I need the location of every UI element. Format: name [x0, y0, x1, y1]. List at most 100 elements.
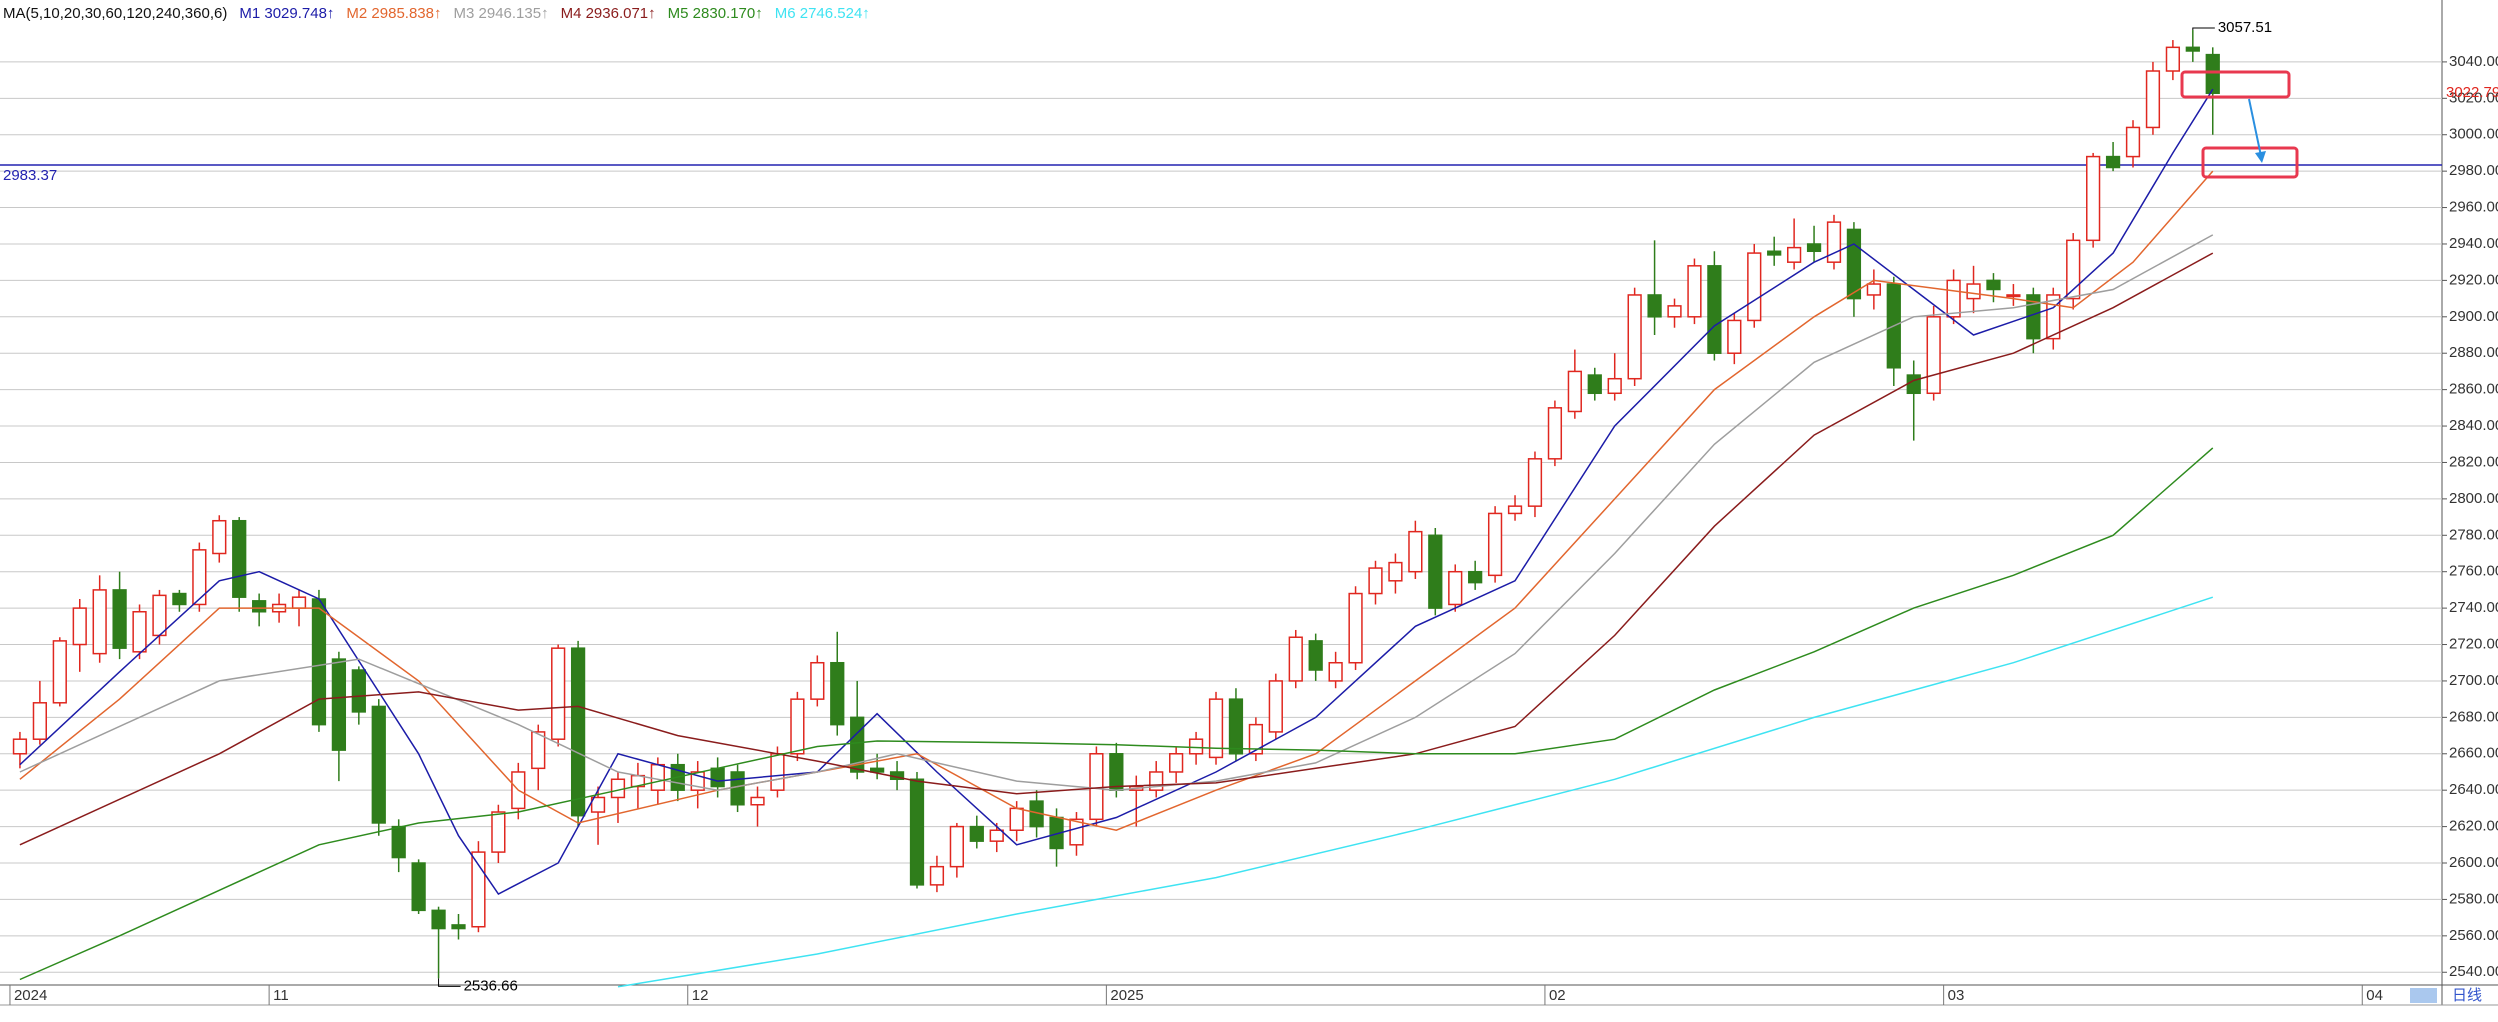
- candle-body: [1228, 698, 1244, 755]
- candle-body: [1966, 283, 1981, 300]
- candle-body: [969, 825, 984, 842]
- ma-line: [19, 234, 2214, 791]
- y-tick-label: 2660.00: [2449, 745, 2498, 762]
- candle-body: [790, 698, 805, 755]
- candle-body: [1408, 530, 1423, 573]
- candle-body: [1786, 246, 1802, 263]
- candle-body: [1288, 636, 1303, 682]
- candle-body: [1986, 279, 2001, 291]
- candle-body: [610, 778, 626, 799]
- arrow: [2248, 98, 2262, 157]
- candle-body: [650, 763, 665, 791]
- candle-body: [1448, 570, 1463, 606]
- price-line-label: 2983.37: [3, 167, 57, 184]
- y-tick-label: 2580.00: [2449, 890, 2498, 907]
- candle-body: [32, 702, 47, 740]
- candle-body: [1487, 512, 1503, 577]
- y-tick-label: 2920.00: [2449, 271, 2498, 288]
- x-tick-label: 03: [1948, 987, 1965, 1004]
- y-tick-label: 2700.00: [2449, 672, 2498, 689]
- candle-body: [1567, 370, 1582, 413]
- period-label[interactable]: 日线: [2452, 987, 2482, 1004]
- candle-body: [770, 753, 785, 791]
- ma-line: [19, 170, 2214, 831]
- highlight-box: [2180, 70, 2291, 99]
- candle-body: [2086, 155, 2101, 242]
- arrow-head: [2255, 151, 2266, 163]
- low-label: 2536.66: [464, 977, 518, 994]
- candle-body: [1368, 567, 1383, 595]
- high-label: 3057.51: [2218, 19, 2272, 36]
- y-tick-label: 2540.00: [2449, 963, 2498, 980]
- ma-label: MA(5,10,20,30,60,120,240,360,6): [3, 5, 227, 22]
- candle-body: [52, 640, 67, 704]
- x-tick-label: 2025: [1110, 987, 1143, 1004]
- candle-body: [989, 829, 1004, 842]
- candle-body: [72, 607, 87, 646]
- candle-body: [710, 767, 725, 788]
- candle-body: [869, 767, 885, 773]
- legend-entry: M3 2946.135↑: [454, 5, 549, 22]
- candle-body: [112, 589, 127, 649]
- candle-body: [411, 862, 426, 912]
- candle-body: [1109, 753, 1124, 791]
- candle-body: [810, 661, 825, 700]
- y-tick-label: 2760.00: [2449, 563, 2498, 580]
- candle-body: [590, 796, 606, 813]
- legend-entry: M5 2830.170↑: [668, 5, 763, 22]
- y-tick-label: 2680.00: [2449, 708, 2498, 725]
- candle-body: [2125, 126, 2141, 158]
- candle-body: [1826, 221, 1842, 263]
- candle-body: [12, 738, 28, 755]
- candle-body: [750, 796, 765, 806]
- candle-body: [830, 661, 845, 726]
- x-tick-label: 11: [273, 987, 289, 1004]
- ma-line: [19, 88, 2214, 895]
- y-tick-label: 3020.00: [2449, 89, 2498, 106]
- legend-entry: M2 2985.838↑: [346, 5, 441, 22]
- candle-body: [1348, 592, 1363, 664]
- candle-body: [1866, 283, 1881, 296]
- candle-body: [1767, 250, 1782, 256]
- y-tick-label: 2640.00: [2449, 781, 2498, 798]
- legend-entry: M4 2936.071↑: [561, 5, 656, 22]
- leader-line: [2192, 27, 2215, 31]
- candle-body: [1428, 534, 1443, 609]
- candle-body: [2205, 53, 2220, 94]
- candle-body: [2105, 155, 2121, 169]
- candle-body: [1806, 243, 1822, 253]
- candle-body: [1547, 407, 1563, 460]
- candle-body: [2185, 46, 2200, 52]
- y-tick-label: 2960.00: [2449, 199, 2498, 216]
- candle-body: [1926, 316, 1941, 395]
- candle-body: [1906, 374, 1921, 395]
- y-tick-label: 2940.00: [2449, 235, 2498, 252]
- candle-body: [2145, 70, 2161, 129]
- y-tick-label: 2600.00: [2449, 854, 2498, 871]
- candle-body: [391, 825, 406, 859]
- ma-line: [617, 596, 2214, 988]
- candle-body: [212, 519, 227, 555]
- y-tick-label: 3040.00: [2449, 53, 2498, 70]
- candle-body: [491, 811, 506, 853]
- candle-body: [172, 592, 187, 606]
- y-tick-label: 2840.00: [2449, 417, 2498, 434]
- candle-body: [1727, 319, 1742, 354]
- period-button[interactable]: [2410, 988, 2437, 1003]
- candle-body: [1009, 807, 1024, 831]
- candle-body: [471, 851, 486, 928]
- candle-body: [1607, 377, 1622, 395]
- candle-body: [1846, 228, 1862, 300]
- y-tick-label: 2800.00: [2449, 490, 2498, 507]
- candle-body: [1507, 505, 1523, 515]
- candle-body: [551, 647, 566, 740]
- y-tick-label: 2780.00: [2449, 526, 2498, 543]
- ma-line: [19, 447, 2214, 981]
- candle-body: [311, 598, 327, 726]
- candle-body: [730, 771, 745, 806]
- candle-body: [1946, 279, 1961, 318]
- candle-body: [291, 596, 307, 609]
- y-tick-label: 2620.00: [2449, 818, 2498, 835]
